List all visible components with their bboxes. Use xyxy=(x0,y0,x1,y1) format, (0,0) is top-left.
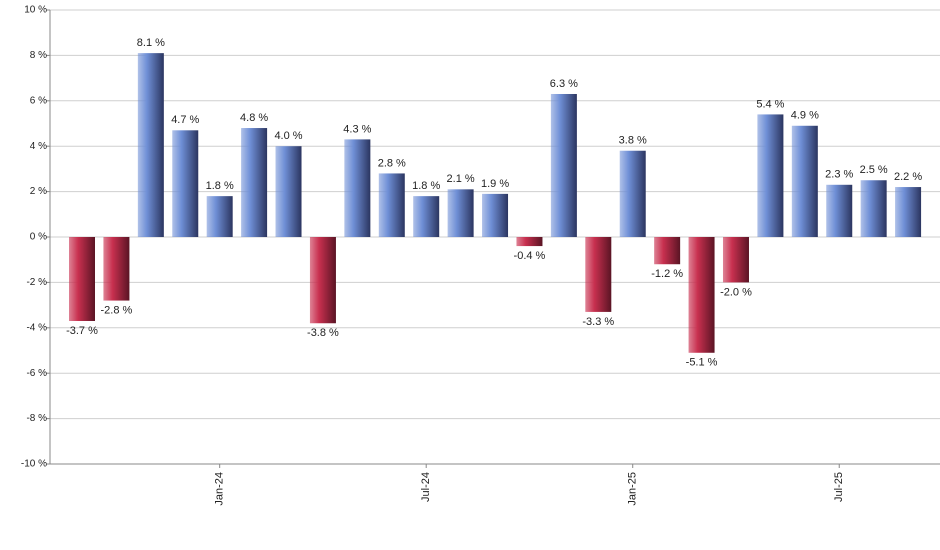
value-label: -0.4 % xyxy=(514,250,546,262)
bar xyxy=(654,237,681,265)
value-label: 2.1 % xyxy=(447,173,475,185)
bar xyxy=(895,187,922,237)
bar xyxy=(378,173,405,237)
value-label: 2.2 % xyxy=(894,171,922,183)
value-label: 2.8 % xyxy=(378,157,406,169)
value-label: -3.3 % xyxy=(582,316,614,328)
bar xyxy=(275,146,302,237)
value-label: 2.5 % xyxy=(860,164,888,176)
x-tick-label: Jan-24 xyxy=(214,472,226,506)
bar xyxy=(103,237,130,301)
value-label: 6.3 % xyxy=(550,78,578,90)
y-tick-label: -8 % xyxy=(26,413,47,424)
bar xyxy=(69,237,95,321)
bar xyxy=(309,237,336,324)
bar xyxy=(482,193,509,237)
bar xyxy=(241,128,268,237)
y-tick-label: 10 % xyxy=(24,5,47,16)
value-label: 5.4 % xyxy=(756,98,784,110)
value-label: -1.2 % xyxy=(651,268,683,280)
bar xyxy=(447,189,474,237)
bar xyxy=(722,237,749,283)
y-tick-label: 2 % xyxy=(30,186,47,197)
y-tick-label: 6 % xyxy=(30,95,47,106)
bar xyxy=(688,237,715,353)
bar xyxy=(757,114,784,237)
value-label: 4.8 % xyxy=(240,112,268,124)
y-tick-label: -4 % xyxy=(26,322,47,333)
x-tick-label: Jul-25 xyxy=(833,472,845,502)
bar xyxy=(137,53,164,237)
value-label: 1.8 % xyxy=(412,180,440,192)
value-label: 2.3 % xyxy=(825,169,853,181)
value-label: 1.8 % xyxy=(206,180,234,192)
y-tick-label: 4 % xyxy=(30,141,47,152)
value-label: 3.8 % xyxy=(619,135,647,147)
y-tick-label: -6 % xyxy=(26,368,47,379)
bar xyxy=(585,237,612,312)
y-tick-label: 8 % xyxy=(30,50,47,61)
x-tick-label: Jan-25 xyxy=(627,472,639,506)
bar xyxy=(860,180,887,237)
x-tick-label: Jul-24 xyxy=(420,472,432,502)
bar xyxy=(826,184,853,237)
value-label: -3.8 % xyxy=(307,327,339,339)
value-label: 1.9 % xyxy=(481,178,509,190)
value-label: -3.7 % xyxy=(66,325,98,337)
value-label: 4.0 % xyxy=(274,130,302,142)
value-label: -2.0 % xyxy=(720,286,752,298)
bar xyxy=(619,150,646,237)
y-tick-label: -10 % xyxy=(21,459,47,470)
value-label: 4.3 % xyxy=(343,123,371,135)
bar xyxy=(172,130,199,237)
value-label: -5.1 % xyxy=(686,357,718,369)
bar xyxy=(413,196,440,237)
bar xyxy=(206,196,233,237)
value-label: 8.1 % xyxy=(137,37,165,49)
bar xyxy=(791,125,818,237)
bar xyxy=(344,139,371,237)
bar xyxy=(550,93,577,238)
value-label: 4.7 % xyxy=(171,114,199,126)
y-tick-label: -2 % xyxy=(26,277,47,288)
value-label: -2.8 % xyxy=(101,304,133,316)
bar xyxy=(516,237,543,247)
value-label: 4.9 % xyxy=(791,110,819,122)
y-tick-label: 0 % xyxy=(30,232,47,243)
